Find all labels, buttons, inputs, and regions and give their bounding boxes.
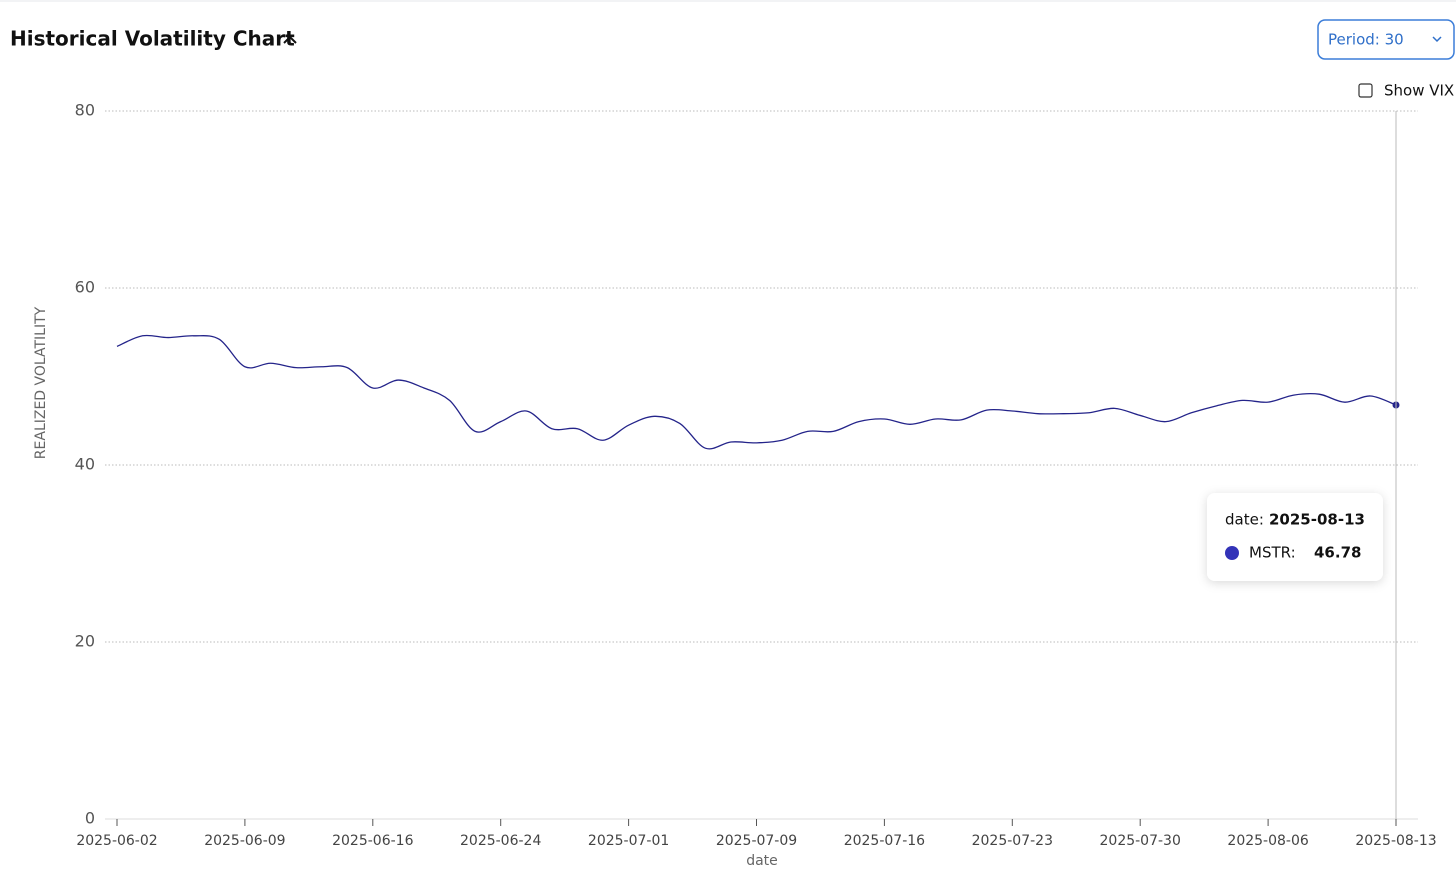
x-tick-label: 2025-07-16	[844, 833, 925, 849]
x-tick-label: 2025-06-09	[204, 833, 285, 849]
select-box[interactable]	[1317, 19, 1455, 60]
tooltip-value: 46.78	[1314, 544, 1361, 562]
y-tick-label: 20	[75, 632, 95, 651]
x-tick-label: 2025-07-01	[588, 833, 669, 849]
period-select[interactable]: Period: 30	[1317, 19, 1455, 60]
title: Historical Volatility Chart	[10, 27, 295, 51]
checkbox[interactable]	[1358, 83, 1373, 98]
y-tick-label: 0	[85, 809, 95, 828]
y-axis-label: REALIZED VOLATILITY	[33, 306, 49, 459]
y-tick-label: 40	[75, 455, 95, 474]
tooltip-date-label: date:	[1225, 511, 1264, 529]
x-tick-label: 2025-07-23	[972, 833, 1053, 849]
series-line	[116, 334, 1397, 450]
x-tick-label: 2025-08-13	[1355, 833, 1436, 849]
tooltip-series: MSTR:	[1249, 544, 1296, 562]
tooltip-box	[1207, 493, 1383, 581]
x-tick-label: 2025-06-16	[332, 833, 413, 849]
select-text[interactable]: Period: 30	[1328, 31, 1404, 49]
y-tick-label: 60	[75, 278, 95, 297]
tooltip: date: 2025-08-13 MSTR: 46.78	[1207, 493, 1383, 581]
x-tick-label: 2025-07-30	[1100, 833, 1181, 849]
collapse-icon[interactable]	[283, 35, 297, 44]
x-axis-label: date	[746, 853, 778, 869]
select-arrow	[1432, 36, 1442, 43]
x-tick-label: 2025-07-09	[716, 833, 797, 849]
tooltip-date: 2025-08-13	[1269, 511, 1365, 529]
x-tick-label: 2025-08-06	[1227, 833, 1308, 849]
checkbox-label[interactable]: Show VIX	[1384, 82, 1454, 100]
y-tick-label: 80	[75, 101, 95, 120]
x-tick-label: 2025-06-02	[76, 833, 157, 849]
plot: 0 20 40 60 80 2025-06-02 2025-06-09 2025-06-16 2…	[75, 101, 1437, 850]
x-tick-label: 2025-06-24	[460, 833, 541, 849]
tooltip-swatch	[1225, 546, 1239, 560]
